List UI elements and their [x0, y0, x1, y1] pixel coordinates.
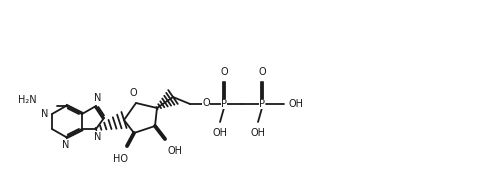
Text: OH: OH [212, 128, 227, 138]
Text: HO: HO [112, 154, 127, 164]
Text: OH: OH [288, 99, 303, 109]
Text: N: N [41, 109, 48, 119]
Text: N: N [94, 132, 102, 142]
Text: OH: OH [167, 146, 182, 156]
Text: P: P [259, 99, 265, 109]
Text: P: P [221, 99, 227, 109]
Text: O: O [258, 67, 266, 77]
Text: N: N [62, 140, 70, 150]
Text: O: O [129, 88, 137, 98]
Text: OH: OH [251, 128, 266, 138]
Text: O: O [220, 67, 228, 77]
Text: O: O [202, 99, 210, 108]
Text: N: N [94, 93, 102, 103]
Text: H₂N: H₂N [18, 95, 37, 105]
